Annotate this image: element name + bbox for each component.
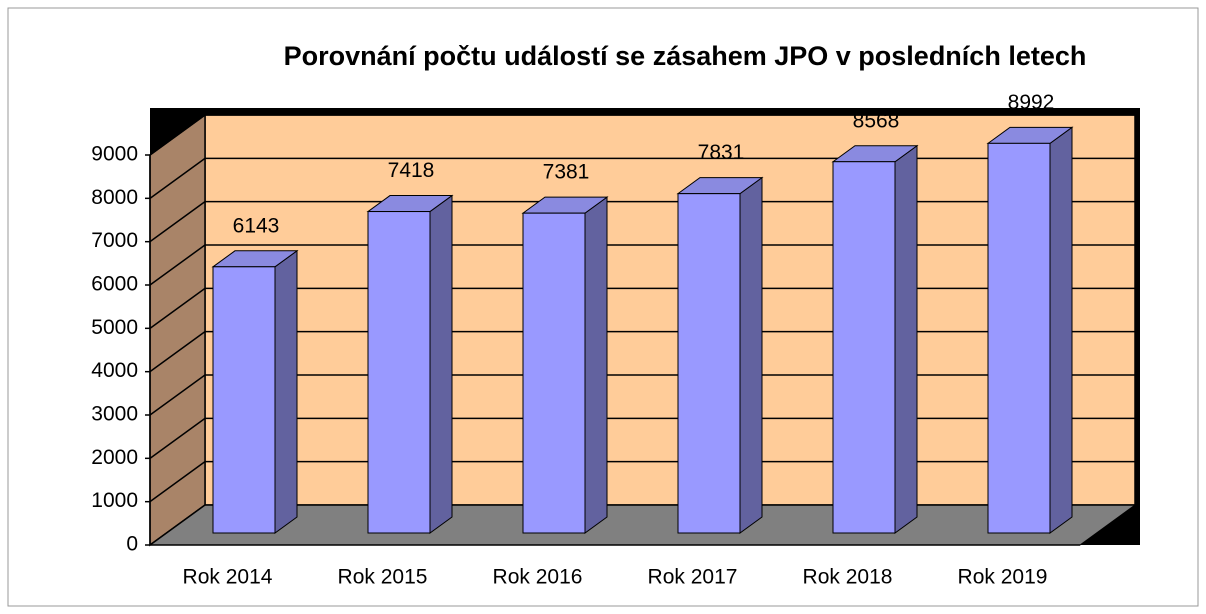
x-tick-label: Rok 2014 xyxy=(183,566,273,589)
bar-side xyxy=(584,196,608,534)
y-tick-label: 0 xyxy=(126,533,138,556)
y-tick-label: 4000 xyxy=(91,359,138,382)
x-tick-label: Rok 2016 xyxy=(493,566,583,589)
bar-side xyxy=(429,194,453,534)
bar-side xyxy=(894,144,918,534)
grid-line-side xyxy=(149,287,206,329)
grid-line-side xyxy=(149,331,206,373)
bar-side xyxy=(274,249,298,534)
grid-line-side xyxy=(149,417,206,459)
x-tick-label: Rok 2015 xyxy=(338,566,428,589)
y-tick-label: 9000 xyxy=(91,143,138,166)
y-tick-label: 1000 xyxy=(91,489,138,512)
bar-side xyxy=(739,176,763,534)
y-tick-label: 8000 xyxy=(91,186,138,209)
chart-title: Porovnání počtu událostí se zásahem JPO … xyxy=(284,41,1087,71)
bar xyxy=(367,211,431,534)
bar xyxy=(987,142,1051,534)
grid-line-side xyxy=(149,504,206,546)
bar-side xyxy=(1049,126,1073,534)
grid-line-side xyxy=(149,244,206,286)
y-tick-label: 6000 xyxy=(91,273,138,296)
value-label: 7418 xyxy=(388,159,435,182)
value-label: 8992 xyxy=(1008,91,1055,114)
y-tick-label: 3000 xyxy=(91,403,138,426)
bar xyxy=(212,266,276,534)
value-label: 6143 xyxy=(233,214,280,237)
bar xyxy=(677,193,741,534)
grid-line-side xyxy=(149,461,206,503)
floor xyxy=(148,504,1137,546)
value-label: 7831 xyxy=(698,141,745,164)
bar xyxy=(832,161,896,534)
grid-line-side xyxy=(149,201,206,243)
y-tick-label: 5000 xyxy=(91,316,138,339)
y-tick-label: 7000 xyxy=(91,229,138,252)
x-tick-label: Rok 2017 xyxy=(648,566,738,589)
bar xyxy=(522,212,586,534)
grid-line-side xyxy=(149,374,206,416)
x-tick-label: Rok 2018 xyxy=(803,566,893,589)
side-wall xyxy=(149,113,206,547)
grid-line-side xyxy=(149,157,206,199)
grid-line-side xyxy=(149,114,206,156)
value-label: 8568 xyxy=(853,109,900,132)
y-tick-label: 2000 xyxy=(91,446,138,469)
value-label: 7381 xyxy=(543,161,590,184)
x-tick-label: Rok 2019 xyxy=(958,566,1048,589)
